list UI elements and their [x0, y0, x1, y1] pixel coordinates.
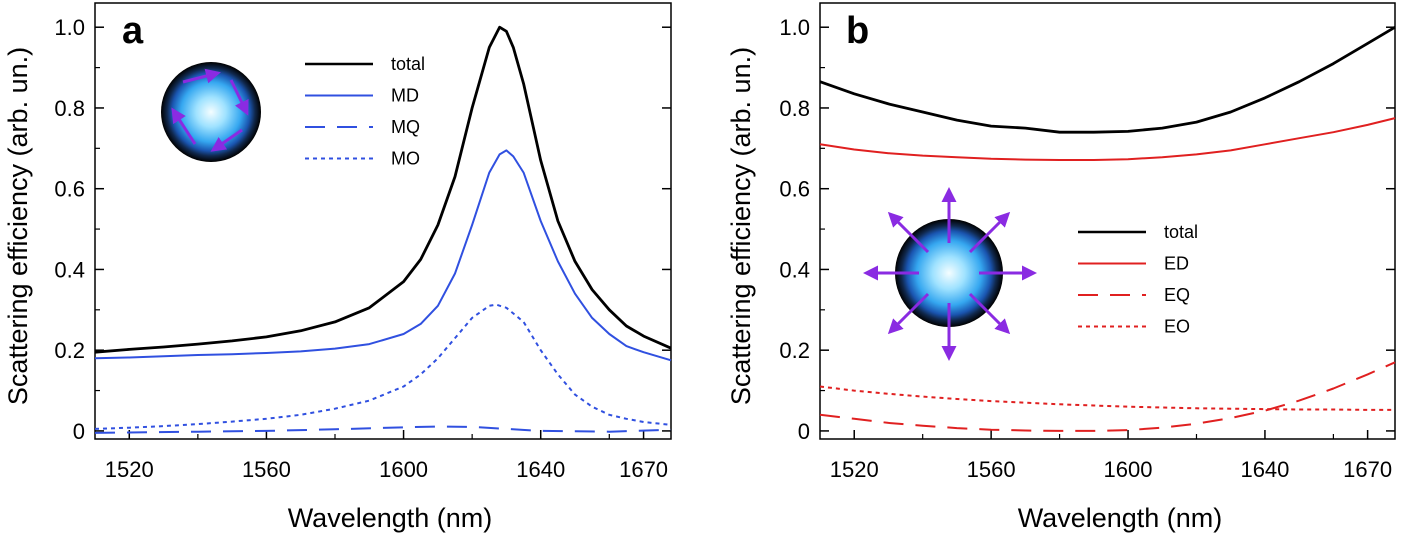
legend-label-mq: MQ: [391, 117, 420, 137]
y-tick-label: 0.2: [54, 338, 85, 363]
y-tick-label: 0.6: [779, 177, 810, 202]
circulating-magnetic-dipole-sphere-icon: [161, 62, 261, 162]
y-tick-label: 0.8: [779, 96, 810, 121]
panel-a-curves: [94, 25, 672, 434]
y-tick-label: 0.6: [54, 177, 85, 202]
y-tick-label: 0.8: [54, 96, 85, 121]
legend-label-eo: EO: [1164, 317, 1190, 337]
radiating-electric-dipole-sphere-icon: [863, 187, 1037, 361]
legend-label-mo: MO: [391, 149, 420, 169]
x-tick-label: 1520: [105, 457, 154, 482]
panel-a-letter: a: [122, 10, 144, 52]
panel-b-ticks: 1520 1560 1600 1640 1670 0 0.2 0.4 0.6 0.8 1.0: [779, 15, 1395, 482]
y-tick-label: 0.4: [779, 257, 810, 282]
series-line-mq: [94, 425, 672, 434]
legend-label-ed: ED: [1164, 254, 1189, 274]
x-tick-label: 1600: [1104, 457, 1153, 482]
panel-b-curves: [819, 25, 1396, 432]
series-line-total: [94, 25, 672, 354]
series-line-mo: [94, 303, 672, 430]
panel-b-ylabel: Scattering efficiency (arb. un.): [726, 47, 756, 405]
panel-a-frame: [94, 2, 672, 440]
legend-label-total: total: [391, 54, 425, 74]
x-tick-label: 1560: [967, 457, 1016, 482]
panel-b-frame: [819, 2, 1396, 440]
y-tick-label: 0.2: [779, 338, 810, 363]
panel-a-ticks: 1520 1560 1600 1640 1670 0 0.2 0.4 0.6 0.8 1.0: [54, 15, 671, 482]
x-tick-label: 1600: [379, 457, 428, 482]
panel-a-xlabel: Wavelength (nm): [288, 503, 493, 533]
panel-b-legend: total ED EQ EO: [1078, 222, 1198, 337]
y-tick-label: 1.0: [779, 15, 810, 40]
x-tick-label: 1670: [619, 457, 668, 482]
legend-label-eq: EQ: [1164, 285, 1190, 305]
y-tick-label: 0: [798, 419, 810, 444]
x-tick-label: 1640: [1240, 457, 1289, 482]
series-line-eq: [819, 361, 1396, 432]
x-tick-label: 1560: [242, 457, 291, 482]
y-tick-label: 0.4: [54, 257, 85, 282]
series-line-total: [819, 25, 1396, 134]
x-tick-label: 1670: [1343, 457, 1392, 482]
series-line-md: [94, 149, 672, 362]
panel-b-letter: b: [846, 10, 869, 52]
x-tick-label: 1640: [516, 457, 565, 482]
legend-label-total: total: [1164, 222, 1198, 242]
x-tick-label: 1520: [830, 457, 879, 482]
y-tick-label: 1.0: [54, 15, 85, 40]
series-line-eo: [819, 385, 1395, 411]
legend-label-md: MD: [391, 86, 419, 106]
panel-b: 1520 1560 1600 1640 1670 0 0.2 0.4 0.6 0.8 1.0 b W…: [726, 2, 1396, 533]
series-line-ed: [819, 117, 1396, 161]
panel-a-ylabel: Scattering efficiency (arb. un.): [3, 47, 33, 405]
panel-a-legend: total MD MQ MO: [305, 54, 425, 169]
panel-b-xlabel: Wavelength (nm): [1018, 503, 1223, 533]
panel-a: 1520 1560 1600 1640 1670 0 0.2 0.4 0.6 0.8 1.0 a W…: [3, 2, 672, 533]
y-tick-label: 0: [73, 419, 85, 444]
